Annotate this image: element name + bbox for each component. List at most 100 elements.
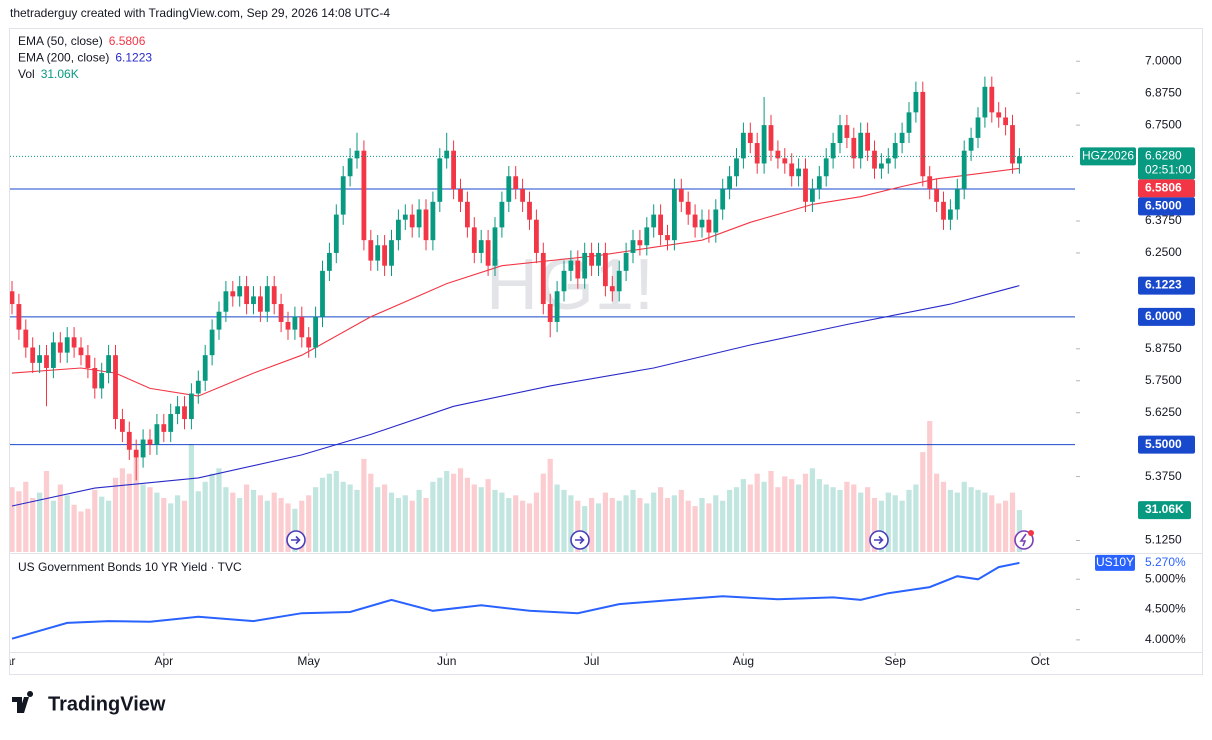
volume-bar — [927, 421, 933, 552]
candle-body — [623, 252, 629, 271]
candle-body — [954, 189, 960, 210]
volume-bar — [851, 484, 857, 552]
countdown-label: 02:51:00 — [1145, 162, 1192, 176]
y-tick-label: 4.000% — [1145, 632, 1186, 646]
candle-body — [154, 424, 160, 445]
volume-bar — [485, 479, 491, 552]
volume-bar — [844, 481, 850, 552]
ema50-price-label: 6.5806 — [1145, 180, 1182, 194]
volume-bar — [589, 498, 595, 552]
volume-bar — [1016, 510, 1022, 552]
symbol-label: HGZ2026 — [1082, 148, 1134, 162]
candle-body — [761, 125, 767, 164]
volume-bar — [230, 492, 236, 552]
footer-logo: TradingView — [12, 691, 166, 715]
candle-body — [465, 201, 470, 228]
candle-body — [989, 86, 995, 113]
volume-bar — [989, 495, 995, 552]
volume-bar — [630, 489, 636, 552]
candle-body — [292, 316, 298, 330]
candle-body — [603, 252, 608, 287]
candle-body — [941, 201, 946, 220]
volume-bar — [575, 500, 581, 552]
candles — [10, 76, 1022, 481]
candle-body — [416, 209, 422, 228]
candle-body — [534, 219, 539, 253]
candle-body — [747, 132, 753, 144]
event-icon[interactable] — [1014, 530, 1034, 550]
volume-bar — [340, 481, 346, 552]
volume-last-label: 31.06K — [1145, 502, 1184, 516]
candle-body — [57, 342, 63, 353]
volume-bar — [616, 500, 622, 552]
candle-body — [906, 112, 912, 133]
volume-bar — [37, 492, 43, 552]
volume-bar — [106, 500, 112, 552]
candle-body — [630, 240, 636, 253]
volume-bar — [181, 500, 188, 552]
volume-bar — [947, 489, 953, 552]
candle-body — [609, 286, 615, 292]
volume-bar — [278, 498, 284, 552]
volume-bar — [347, 484, 353, 552]
candle-body — [147, 439, 153, 445]
volume-bar — [526, 503, 533, 552]
volume-bar — [802, 473, 809, 552]
candle-body — [375, 245, 381, 261]
legend-value: 31.06K — [41, 67, 79, 81]
logo-mark — [12, 691, 34, 713]
event-icon[interactable] — [570, 530, 590, 550]
candle-body — [64, 337, 70, 353]
volume-bar — [375, 487, 381, 552]
volume-bar — [175, 495, 181, 552]
volume-bar — [678, 489, 684, 552]
legend-name: EMA (200, close) — [18, 51, 109, 65]
candle-body — [734, 158, 739, 177]
volume-bar — [147, 487, 153, 552]
yield-line — [11, 561, 1020, 640]
y-tick-label: 6.7500 — [1145, 117, 1182, 131]
y-tick-label: 7.0000 — [1145, 53, 1182, 67]
candle-body — [423, 209, 429, 241]
volume-bar — [57, 484, 63, 552]
candle-body — [961, 150, 967, 190]
volume-bar — [216, 468, 222, 552]
volume-bar — [64, 495, 70, 552]
event-icon[interactable] — [869, 530, 889, 550]
volume-bar — [126, 473, 132, 552]
candle-body — [471, 227, 477, 253]
candle-body — [51, 342, 56, 368]
candle-body — [499, 201, 505, 228]
volume-bar — [112, 477, 119, 552]
volume-bar — [168, 503, 174, 552]
candle-body — [844, 125, 850, 138]
candle-body — [741, 132, 746, 159]
candle-body — [285, 321, 291, 330]
candle-body — [168, 413, 174, 432]
volume-bar — [78, 511, 84, 552]
volume-bar — [237, 498, 243, 552]
candle-body — [133, 449, 139, 458]
candle-body — [885, 158, 891, 164]
candle-body — [568, 260, 574, 271]
y-tick-label: 5.000% — [1145, 571, 1186, 585]
candle-body — [899, 132, 905, 144]
event-icon[interactable] — [286, 530, 306, 550]
volume-bar — [506, 498, 512, 552]
candle-body — [402, 214, 408, 220]
volume-bar — [264, 500, 270, 552]
volume-bar — [740, 479, 746, 552]
header-credit: thetraderguy created with TradingView.co… — [10, 6, 390, 20]
volume-bar — [23, 481, 29, 552]
volume-bar — [471, 484, 477, 552]
volume-bar — [961, 481, 967, 552]
volume-bar — [71, 504, 77, 552]
x-axis: Mar Apr May Jun Jul Aug Sep Oct — [10, 653, 1050, 668]
candle-body — [437, 158, 443, 202]
candle-body — [561, 270, 567, 292]
candle-body — [575, 260, 581, 279]
volume-bar — [244, 484, 250, 552]
candle-body — [140, 439, 146, 458]
candle-body — [582, 252, 588, 279]
symbol-watermark: HG1! — [486, 245, 654, 325]
